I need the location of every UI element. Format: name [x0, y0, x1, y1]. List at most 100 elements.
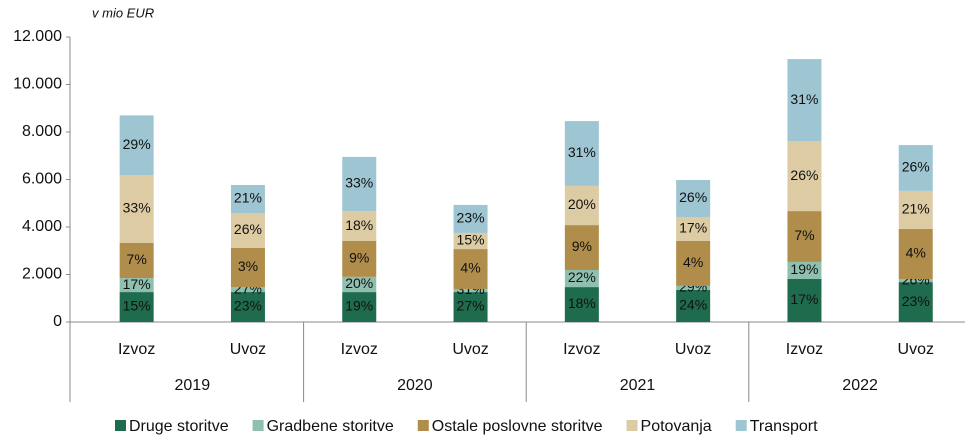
bar-segment — [230, 287, 265, 293]
x-tick-label: Uvoz — [230, 341, 266, 358]
y-tick-label: 8.000 — [22, 123, 62, 140]
x-tick-label: Uvoz — [675, 341, 711, 358]
group-label: 2019 — [175, 377, 211, 394]
share-label: 33% — [123, 200, 151, 216]
legend-swatch — [252, 420, 264, 431]
x-tick-label: Izvoz — [118, 341, 155, 358]
share-label: 17% — [790, 291, 818, 307]
bar-segment — [898, 279, 933, 283]
chart-subtitle: v mio EUR — [92, 5, 154, 20]
legend-label: Transport — [750, 418, 818, 435]
bar-segment — [119, 292, 154, 322]
share-label: 22% — [568, 269, 596, 285]
share-label: 9% — [349, 250, 369, 266]
bar-segment — [676, 241, 711, 286]
bar-segment — [898, 190, 933, 229]
bar-segment — [342, 292, 377, 322]
share-label: 4% — [906, 245, 926, 261]
bar-segment — [342, 211, 377, 242]
bar-segment — [787, 211, 822, 262]
share-label: 31% — [568, 144, 596, 160]
share-label: 26% — [234, 221, 262, 237]
legend-swatch — [417, 420, 429, 431]
x-tick-label: Izvoz — [786, 341, 823, 358]
share-label: 19% — [790, 261, 818, 277]
share-label: 21% — [234, 190, 262, 206]
share-label: 4% — [460, 260, 480, 276]
group-label: 2020 — [397, 377, 433, 394]
share-label: 21% — [902, 201, 930, 217]
y-tick-label: 6.000 — [22, 171, 62, 188]
share-label: 23% — [902, 293, 930, 309]
legend-label: Druge storitve — [129, 418, 229, 435]
bar-segment — [453, 204, 488, 233]
bar-segment — [564, 121, 599, 186]
bar-segment — [787, 59, 822, 142]
group-label: 2021 — [620, 377, 656, 394]
y-tick-label: 4.000 — [22, 218, 62, 235]
bar-segment — [676, 285, 711, 290]
x-tick-label: Uvoz — [898, 341, 934, 358]
y-tick-label: 0 — [53, 313, 62, 330]
bar-segment — [564, 185, 599, 226]
share-label: 18% — [345, 217, 373, 233]
bar-segment — [898, 282, 933, 322]
x-tick-label: Uvoz — [452, 341, 488, 358]
share-label: 23% — [457, 210, 485, 226]
share-label: 7% — [794, 227, 814, 243]
bar-segment — [230, 212, 265, 248]
bar-segment — [676, 179, 711, 218]
share-label: 23% — [234, 298, 262, 314]
bar-segment — [787, 141, 822, 212]
group-label: 2022 — [842, 377, 878, 394]
share-label: 26% — [679, 189, 707, 205]
bar-segment — [564, 225, 599, 270]
bar-segment — [342, 241, 377, 277]
share-label: 9% — [572, 238, 592, 254]
bar-segment — [453, 232, 488, 250]
legend-swatch — [735, 420, 747, 431]
bar-segment — [119, 278, 154, 293]
bar-segment — [453, 249, 488, 289]
bar-segment — [453, 288, 488, 293]
legend-label: Gradbene storitve — [267, 418, 394, 435]
legend-label: Potovanja — [641, 418, 712, 435]
share-label: 26% — [902, 159, 930, 175]
share-label: 3% — [238, 258, 258, 274]
bar-segment — [119, 115, 154, 175]
bar-segment — [342, 276, 377, 293]
legend-swatch — [626, 420, 638, 431]
bar-segment — [119, 174, 154, 243]
share-label: 17% — [679, 220, 707, 236]
bar-segment — [676, 217, 711, 242]
bar-segment — [230, 247, 265, 288]
share-label: 20% — [345, 275, 373, 291]
bar-segment — [564, 269, 599, 288]
bar-segment — [453, 292, 488, 322]
bar-segment — [898, 228, 933, 280]
bar-segment — [230, 184, 265, 213]
y-tick-label: 12.000 — [13, 28, 62, 45]
y-tick-label: 2.000 — [22, 266, 62, 283]
share-label: 20% — [568, 196, 596, 212]
x-tick-label: Izvoz — [563, 341, 600, 358]
share-label: 7% — [127, 251, 147, 267]
bar-segment — [676, 289, 711, 322]
share-label: 29% — [123, 136, 151, 152]
share-label: 31% — [790, 91, 818, 107]
y-tick-label: 10.000 — [13, 76, 62, 93]
bar-segment — [342, 156, 377, 212]
bar-segment — [787, 261, 822, 280]
bar-segment — [230, 292, 265, 322]
legend-label: Ostale poslovne storitve — [432, 418, 603, 435]
bar-segment — [787, 279, 822, 322]
share-label: 27% — [457, 298, 485, 314]
share-label: 33% — [345, 175, 373, 191]
share-label: 15% — [123, 298, 151, 314]
share-label: 24% — [679, 297, 707, 313]
share-label: 26% — [790, 167, 818, 183]
x-tick-label: Izvoz — [341, 341, 378, 358]
share-label: 17% — [123, 276, 151, 292]
share-label: 18% — [568, 295, 596, 311]
